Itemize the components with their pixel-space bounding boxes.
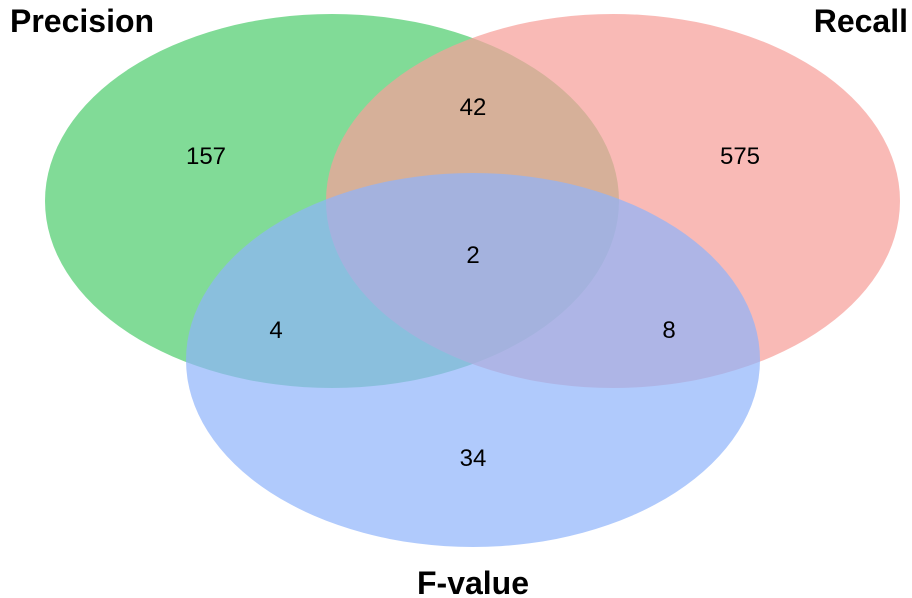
precision-recall-count: 42 (460, 94, 487, 121)
fvalue-label: F-value (417, 565, 529, 598)
recall-fvalue-count: 8 (662, 317, 675, 344)
precision-only-count: 157 (186, 143, 226, 170)
all-three-count: 2 (466, 242, 479, 269)
fvalue-ellipse (186, 173, 760, 547)
recall-label: Recall (814, 3, 908, 39)
precision-label: Precision (10, 3, 154, 39)
fvalue-only-count: 34 (460, 445, 487, 472)
precision-fvalue-count: 4 (269, 317, 282, 344)
set-ellipses (45, 14, 900, 547)
recall-only-count: 575 (720, 143, 760, 170)
